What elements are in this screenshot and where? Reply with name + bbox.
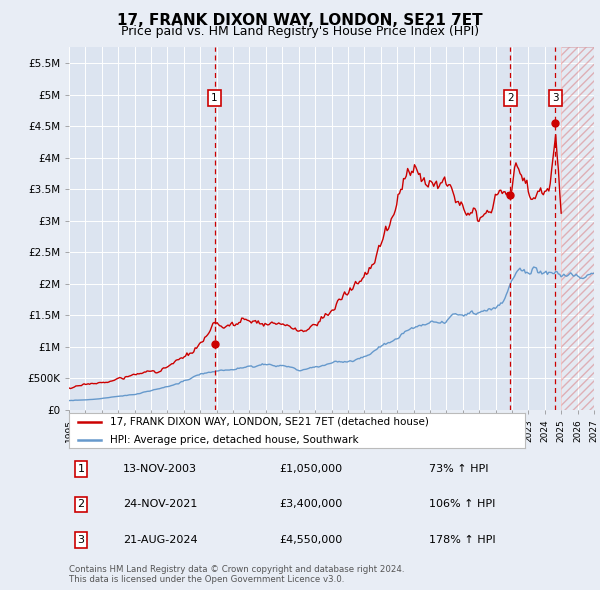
Text: £4,550,000: £4,550,000 — [279, 535, 342, 545]
Text: £3,400,000: £3,400,000 — [279, 500, 342, 509]
Text: HPI: Average price, detached house, Southwark: HPI: Average price, detached house, Sout… — [110, 435, 359, 444]
Text: 17, FRANK DIXON WAY, LONDON, SE21 7ET: 17, FRANK DIXON WAY, LONDON, SE21 7ET — [117, 13, 483, 28]
Text: Contains HM Land Registry data © Crown copyright and database right 2024.
This d: Contains HM Land Registry data © Crown c… — [69, 565, 404, 584]
Text: 17, FRANK DIXON WAY, LONDON, SE21 7ET (detached house): 17, FRANK DIXON WAY, LONDON, SE21 7ET (d… — [110, 417, 429, 427]
Text: 24-NOV-2021: 24-NOV-2021 — [123, 500, 197, 509]
Point — [210, 339, 220, 349]
Text: 178% ↑ HPI: 178% ↑ HPI — [429, 535, 496, 545]
Text: 13-NOV-2003: 13-NOV-2003 — [123, 464, 197, 474]
Text: 3: 3 — [77, 535, 85, 545]
Point — [506, 191, 515, 200]
Text: 106% ↑ HPI: 106% ↑ HPI — [429, 500, 496, 509]
Text: 1: 1 — [211, 93, 218, 103]
Text: 2: 2 — [77, 500, 85, 509]
Text: 73% ↑ HPI: 73% ↑ HPI — [429, 464, 488, 474]
Text: 1: 1 — [77, 464, 85, 474]
Point — [550, 118, 560, 127]
Text: 21-AUG-2024: 21-AUG-2024 — [123, 535, 197, 545]
Text: 3: 3 — [552, 93, 559, 103]
Text: 2: 2 — [507, 93, 514, 103]
Text: £1,050,000: £1,050,000 — [279, 464, 342, 474]
Text: Price paid vs. HM Land Registry's House Price Index (HPI): Price paid vs. HM Land Registry's House … — [121, 25, 479, 38]
